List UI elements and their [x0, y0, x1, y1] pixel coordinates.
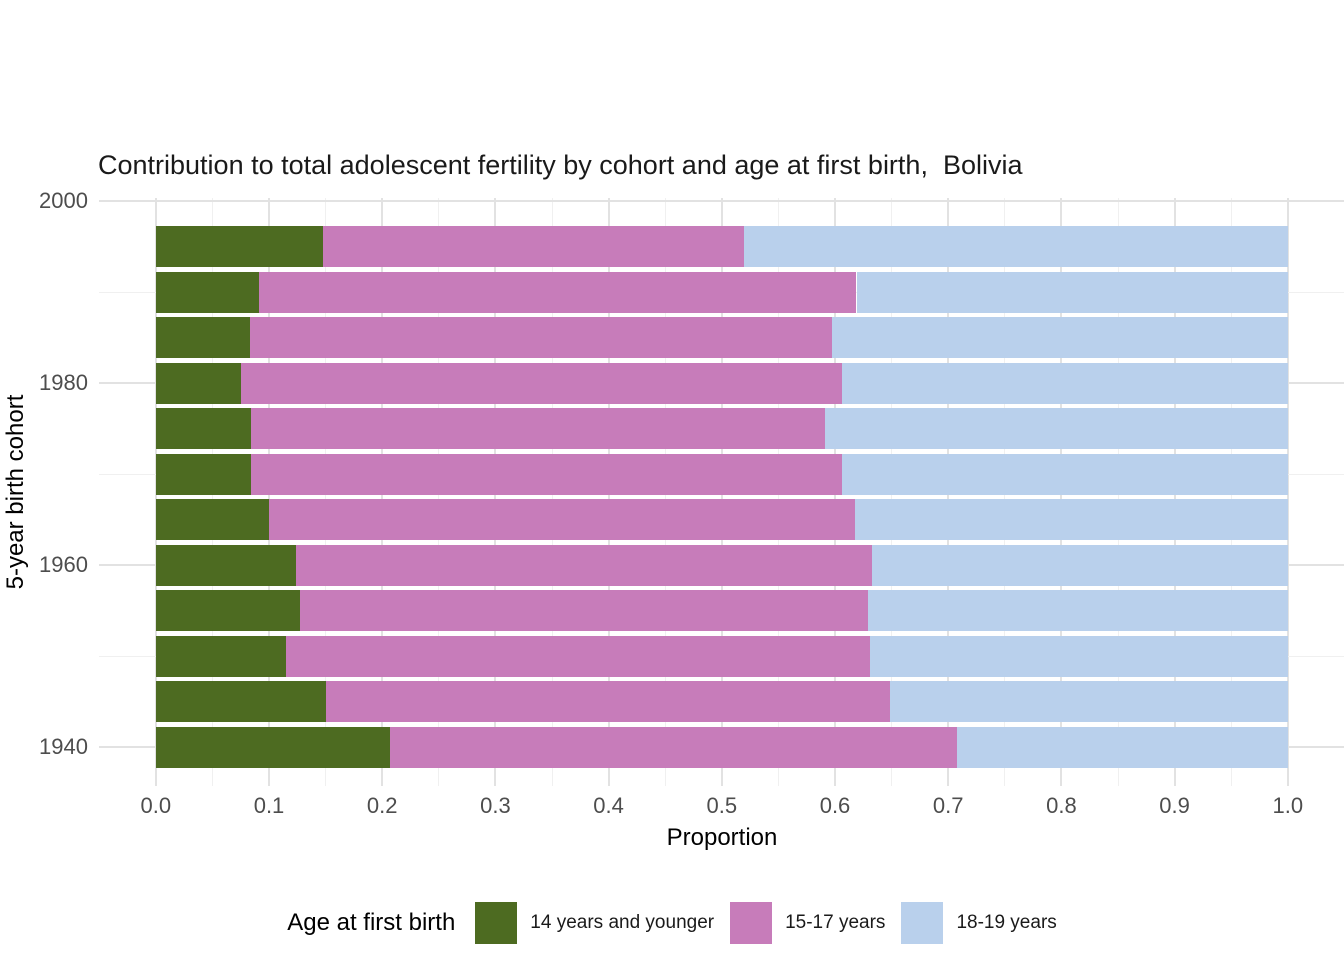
bar-segment-1950-18-19-years: [870, 635, 1288, 677]
x-tick-label-1.0: 1.0: [1272, 793, 1304, 818]
x-tick-label-0.7: 0.7: [932, 793, 964, 818]
legend-label-15-17: 15-17 years: [785, 912, 886, 933]
bar-segment-1940-14-years-and-younger: [155, 726, 391, 768]
legend-swatch-18-19-icon: [901, 902, 944, 944]
bar-segment-1950-14-years-and-younger: [155, 635, 286, 677]
x-major-gridline: [1286, 198, 1289, 786]
x-tick-label-0.6: 0.6: [819, 793, 851, 818]
legend: Age at first birth 14 years and younger …: [0, 896, 1344, 950]
bar-segment-1990-14-years-and-younger: [155, 271, 259, 313]
bar-segment-1985-15-17-years: [249, 317, 832, 359]
bar-segment-1955-18-19-years: [867, 590, 1288, 632]
bar-segment-1985-14-years-and-younger: [155, 317, 250, 359]
x-tick-label-0.0: 0.0: [140, 793, 172, 818]
bar-segment-1965-14-years-and-younger: [155, 499, 269, 541]
bar-segment-1970-18-19-years: [841, 453, 1288, 495]
bar-segment-1970-14-years-and-younger: [155, 453, 251, 495]
legend-swatch-15-17-icon: [730, 902, 773, 944]
bar-segment-1980-18-19-years: [841, 362, 1288, 404]
x-tick-label-0.4: 0.4: [593, 793, 624, 818]
bar-segment-1960-14-years-and-younger: [155, 544, 297, 586]
x-tick-label-0.5: 0.5: [706, 793, 738, 818]
x-axis-title: Proportion: [666, 824, 778, 851]
bar-segment-1995-14-years-and-younger: [155, 226, 324, 268]
bar-segment-1980-15-17-years: [240, 362, 842, 404]
legend-item-14-and-younger: 14 years and younger: [475, 902, 714, 944]
bar-segment-1985-18-19-years: [831, 317, 1288, 359]
y-tick-label-1960: 1960: [39, 552, 88, 578]
legend-item-15-17: 15-17 years: [730, 902, 885, 944]
y-major-gridline: [99, 200, 1344, 203]
bar-segment-1940-15-17-years: [390, 726, 958, 768]
x-tick-label-0.1: 0.1: [253, 793, 285, 818]
x-tick-label-0.2: 0.2: [366, 793, 398, 818]
bar-segment-1945-18-19-years: [890, 681, 1288, 723]
legend-title: Age at first birth: [287, 909, 456, 936]
bar-segment-1975-15-17-years: [250, 408, 825, 450]
legend-label-18-19: 18-19 years: [956, 912, 1057, 933]
bar-segment-1960-18-19-years: [872, 544, 1288, 586]
bar-segment-1945-14-years-and-younger: [155, 681, 326, 723]
y-tick-label-2000: 2000: [39, 188, 88, 214]
legend-swatch-14-and-younger-icon: [475, 902, 518, 944]
y-tick-label-1980: 1980: [39, 370, 88, 396]
bar-segment-1965-15-17-years: [269, 499, 856, 541]
legend-item-18-19: 18-19 years: [901, 902, 1057, 944]
bar-segment-1950-15-17-years: [285, 635, 871, 677]
bar-segment-1990-15-17-years: [258, 271, 857, 313]
bar-segment-1945-15-17-years: [325, 681, 891, 723]
x-tick-label-0.3: 0.3: [480, 793, 511, 818]
bar-segment-1980-14-years-and-younger: [155, 362, 241, 404]
bar-segment-1975-14-years-and-younger: [155, 408, 251, 450]
y-tick-label-1940: 1940: [39, 734, 88, 760]
bar-segment-1995-15-17-years: [323, 226, 745, 268]
legend-label-14-and-younger: 14 years and younger: [530, 912, 715, 933]
plot-panel: [99, 198, 1344, 786]
bar-segment-1960-15-17-years: [296, 544, 873, 586]
bar-segment-1955-15-17-years: [299, 590, 868, 632]
bar-segment-1970-15-17-years: [250, 453, 842, 495]
bar-segment-1965-18-19-years: [855, 499, 1288, 541]
bar-segment-1995-18-19-years: [744, 226, 1288, 268]
bar-segment-1940-18-19-years: [957, 726, 1288, 768]
x-tick-label-0.9: 0.9: [1159, 793, 1190, 818]
chart-title: Contribution to total adolescent fertili…: [98, 150, 1023, 180]
x-tick-label-0.8: 0.8: [1046, 793, 1077, 818]
bar-segment-1975-18-19-years: [824, 408, 1288, 450]
bar-segment-1955-14-years-and-younger: [155, 590, 300, 632]
bar-segment-1990-18-19-years: [856, 271, 1288, 313]
